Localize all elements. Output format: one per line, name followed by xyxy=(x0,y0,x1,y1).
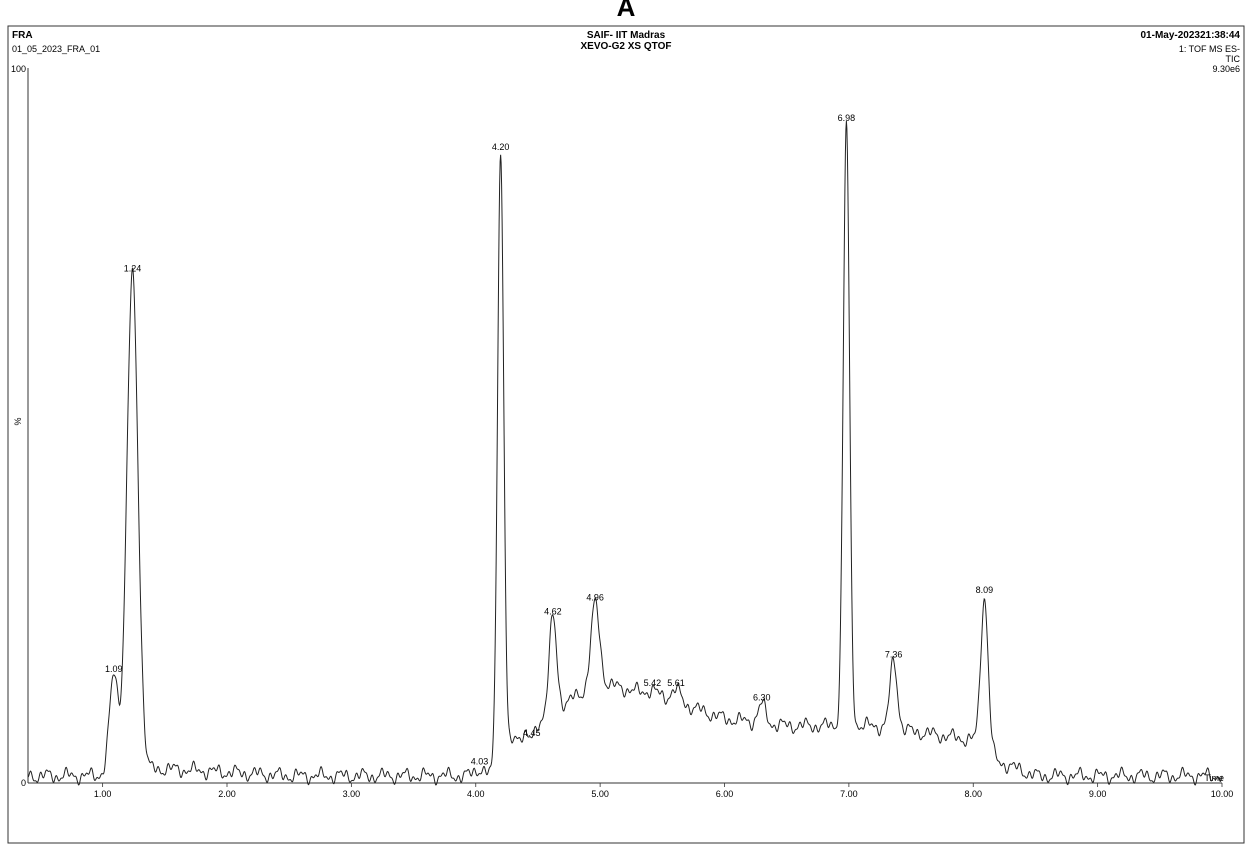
peak-label: 5.42 xyxy=(644,678,662,688)
facility-name: SAIF- IIT Madras xyxy=(587,30,666,41)
peak-label: 7.36 xyxy=(885,649,903,659)
x-tick-label: 1.00 xyxy=(94,789,112,799)
y-tick-label: 100 xyxy=(11,64,26,74)
y-axis-label: % xyxy=(13,417,23,425)
peak-label: 4.45 xyxy=(523,728,541,738)
file-name: 01_05_2023_FRA_01 xyxy=(12,44,100,54)
panel-frame xyxy=(7,25,1245,844)
scan-mode: 1: TOF MS ES- xyxy=(1179,44,1240,54)
x-tick-label: 4.00 xyxy=(467,789,485,799)
x-tick-label: 9.00 xyxy=(1089,789,1107,799)
peak-label: 5.61 xyxy=(667,678,685,688)
instrument-name: XEVO-G2 XS QTOF xyxy=(581,41,672,52)
panel-letter: A xyxy=(617,0,636,22)
peak-label: 1.09 xyxy=(105,664,123,674)
y-tick-label: 0 xyxy=(21,778,26,788)
peak-label: 8.09 xyxy=(976,585,994,595)
x-tick-label: 7.00 xyxy=(840,789,858,799)
peak-label: 6.30 xyxy=(753,692,771,702)
x-tick-label: 2.00 xyxy=(218,789,236,799)
peak-label: 1.24 xyxy=(124,263,142,273)
trace-type: TIC xyxy=(1226,54,1241,64)
x-tick-label: 10.00 xyxy=(1211,789,1234,799)
acquisition-datetime: 01-May-202321:38:44 xyxy=(1140,30,1240,41)
peak-label: 6.98 xyxy=(838,113,856,123)
x-tick-label: 3.00 xyxy=(343,789,361,799)
intensity-value: 9.30e6 xyxy=(1212,64,1240,74)
sample-code: FRA xyxy=(12,30,33,41)
peak-label: 4.20 xyxy=(492,142,510,152)
peak-label: 4.03 xyxy=(471,757,489,767)
peak-label: 4.62 xyxy=(544,607,562,617)
chromatogram-trace xyxy=(27,121,1223,786)
peak-label: 4.96 xyxy=(586,592,604,602)
x-tick-label: 8.00 xyxy=(964,789,982,799)
x-tick-label: 5.00 xyxy=(591,789,609,799)
x-tick-label: 6.00 xyxy=(716,789,734,799)
